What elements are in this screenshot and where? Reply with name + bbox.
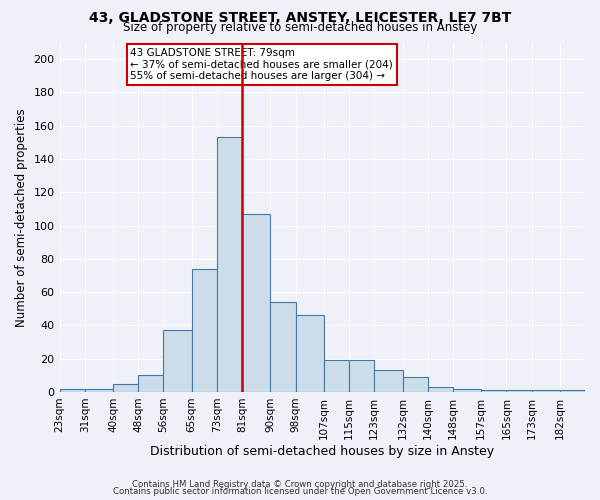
Bar [113,384,138,392]
Text: Contains public sector information licensed under the Open Government Licence v3: Contains public sector information licen… [113,487,487,496]
Bar [403,377,428,392]
Bar [428,387,453,392]
Bar [138,376,163,392]
Bar [453,388,481,392]
Bar [217,138,242,392]
Bar [532,390,560,392]
Bar [506,390,532,392]
Bar [191,269,217,392]
Bar [163,330,191,392]
Bar [349,360,374,392]
Y-axis label: Number of semi-detached properties: Number of semi-detached properties [15,108,28,326]
Bar [271,302,296,392]
Bar [59,388,85,392]
Text: Size of property relative to semi-detached houses in Anstey: Size of property relative to semi-detach… [123,21,477,34]
Bar [374,370,403,392]
Text: Contains HM Land Registry data © Crown copyright and database right 2025.: Contains HM Land Registry data © Crown c… [132,480,468,489]
Bar [560,390,585,392]
Text: 43 GLADSTONE STREET: 79sqm
← 37% of semi-detached houses are smaller (204)
55% o: 43 GLADSTONE STREET: 79sqm ← 37% of semi… [130,48,393,81]
Bar [242,214,271,392]
Bar [296,316,324,392]
X-axis label: Distribution of semi-detached houses by size in Anstey: Distribution of semi-detached houses by … [150,444,494,458]
Text: 43, GLADSTONE STREET, ANSTEY, LEICESTER, LE7 7BT: 43, GLADSTONE STREET, ANSTEY, LEICESTER,… [89,11,511,25]
Bar [324,360,349,392]
Bar [85,388,113,392]
Bar [481,390,506,392]
